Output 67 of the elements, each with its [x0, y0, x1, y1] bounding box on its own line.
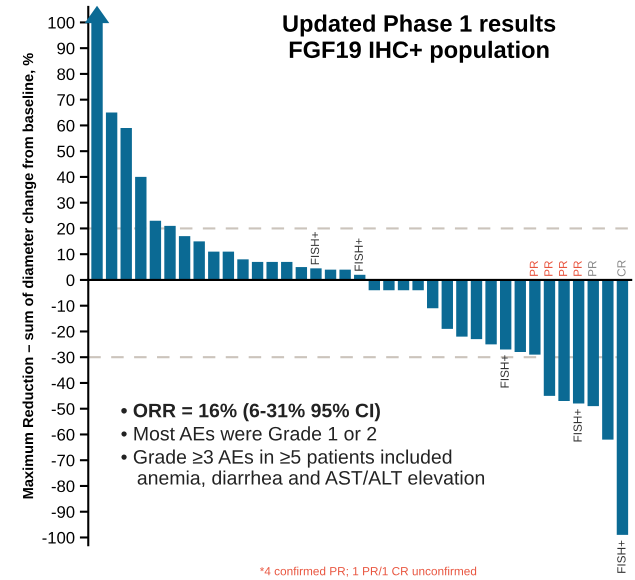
data-label: PR [558, 261, 568, 276]
bar [456, 280, 468, 337]
bar [588, 280, 599, 406]
y-tick-label: -50 [52, 403, 74, 415]
bar [616, 280, 628, 535]
y-tick-label: 20 [57, 222, 74, 235]
annotation: FISH+ [310, 232, 320, 264]
bar [544, 280, 556, 396]
annotation: FISH+ [354, 238, 363, 271]
bar [193, 241, 205, 280]
bar [602, 280, 614, 440]
data-label: PR [530, 261, 538, 276]
y-tick-label: 100 [48, 16, 74, 29]
bar [135, 176, 146, 280]
bar [106, 112, 118, 280]
y-tick-label: 0 [66, 274, 74, 286]
y-tick-label: 50 [57, 146, 74, 158]
y-tick-label: 60 [57, 120, 74, 132]
text: *4 confirmed PR; 1 PR/1 CR unconfirmed [260, 566, 476, 577]
bar [222, 252, 234, 280]
bar [150, 220, 162, 280]
bar [339, 270, 351, 280]
y-tick-label: 70 [57, 94, 74, 106]
bar [442, 280, 453, 329]
bar [208, 252, 220, 280]
bar [266, 262, 278, 280]
y-tick-label: -70 [52, 454, 74, 466]
y-tick-label: 40 [56, 171, 74, 184]
annotation: FISH+ [617, 540, 626, 573]
y-axis-title: Maximum Reduction – sum of diameter change from baseline, % [22, 53, 36, 498]
y-tick-label: 30 [57, 197, 74, 209]
bar [470, 280, 482, 340]
bar [529, 280, 541, 355]
bar [514, 280, 526, 352]
data-label: CR [617, 260, 626, 276]
annotation: • Most AEs were Grade 1 or 2 [121, 426, 376, 441]
y-tick-label: -100 [42, 532, 74, 544]
data-label: PR [544, 261, 553, 276]
data-label: PR [574, 261, 582, 276]
y-tick-label: -10 [52, 300, 74, 312]
annotation: FISH+ [573, 409, 582, 442]
bar [296, 267, 308, 280]
bar [120, 128, 132, 280]
y-tick-label: 80 [57, 68, 74, 80]
bar [572, 280, 584, 404]
bar [558, 280, 570, 401]
y-tick-label: 90 [57, 42, 74, 54]
bar [281, 262, 292, 280]
y-tick-label: -90 [52, 506, 74, 518]
text: Updated Phase 1 results FGF19 IHC+ population [283, 14, 556, 63]
y-tick-label: -30 [52, 352, 74, 364]
annotation: FISH+ [500, 355, 509, 388]
data-label: PR [588, 261, 596, 276]
bar [427, 280, 438, 308]
y-tick-label: 10 [58, 248, 74, 260]
y-tick-label: -80 [52, 480, 74, 492]
annotation: • Grade ≥3 AEs in ≥5 patients included anemia, diarrhea and AST/ALT elevation [121, 450, 484, 488]
bar [485, 280, 497, 344]
y-tick-label: -60 [52, 428, 74, 441]
y-tick-label: -20 [52, 326, 74, 338]
y-tick-label: -40 [52, 377, 74, 390]
annotation: • ORR = 16% (6-31% 95% CI) [121, 403, 380, 422]
bar [252, 262, 264, 280]
bar [500, 280, 512, 350]
bar [164, 226, 176, 280]
bar [237, 259, 249, 280]
bar [178, 236, 190, 280]
